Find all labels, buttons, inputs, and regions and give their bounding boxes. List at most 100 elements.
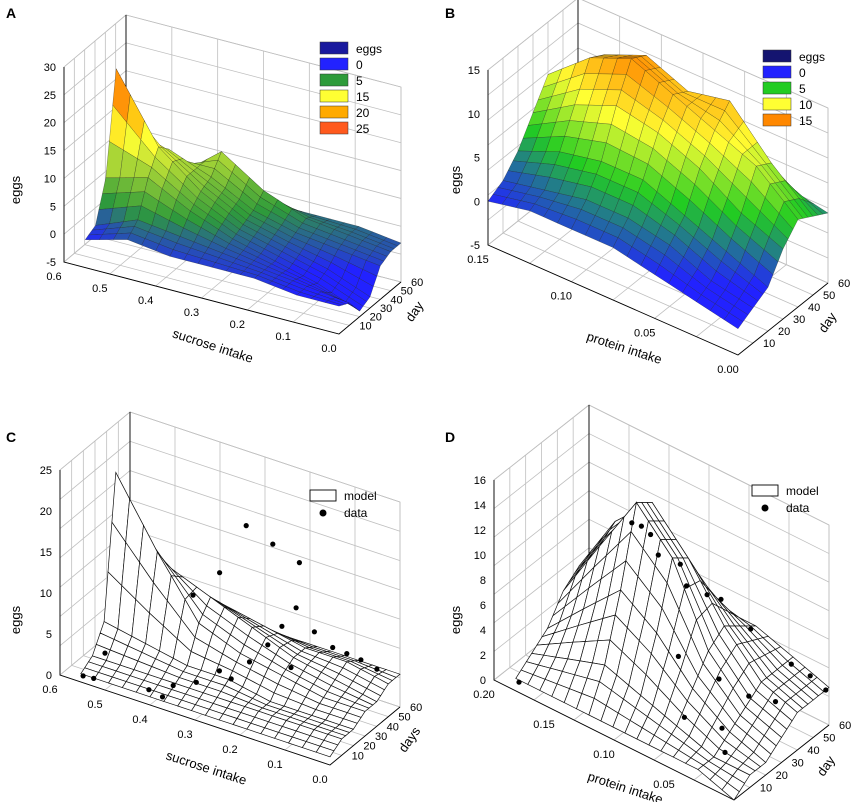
y-tick-label: 60 bbox=[411, 277, 423, 289]
data-point bbox=[748, 626, 754, 632]
x-tick-label: 0.15 bbox=[467, 254, 488, 266]
data-point bbox=[80, 673, 86, 679]
legend-swatch-model bbox=[751, 484, 779, 497]
legend-swatch bbox=[319, 73, 349, 87]
data-point bbox=[279, 623, 285, 629]
data-point bbox=[788, 661, 794, 667]
data-point bbox=[648, 531, 654, 538]
data-point bbox=[293, 605, 299, 611]
data-points bbox=[516, 520, 829, 756]
z-tick-label: 25 bbox=[40, 465, 52, 477]
x-tick-label: 0.1 bbox=[267, 759, 282, 771]
axis-frame bbox=[59, 470, 401, 766]
data-point bbox=[265, 642, 271, 648]
z-tick-label: 20 bbox=[44, 118, 56, 130]
x-tick-label: 0.15 bbox=[533, 719, 554, 731]
data-point bbox=[193, 679, 199, 685]
surface bbox=[80, 471, 401, 758]
z-tick-label: 6 bbox=[480, 600, 486, 612]
z-tick-label: 10 bbox=[40, 588, 52, 600]
data-point bbox=[516, 679, 522, 685]
y-tick-label: 30 bbox=[375, 731, 387, 743]
x-tick-label: 0.0 bbox=[312, 774, 327, 786]
z-tick-label: 15 bbox=[40, 547, 52, 559]
data-point bbox=[146, 687, 152, 693]
legend-label: 20 bbox=[356, 106, 370, 120]
z-tick-label: 10 bbox=[468, 109, 480, 121]
x-tick-label: 0.3 bbox=[177, 729, 192, 741]
data-points bbox=[80, 523, 380, 700]
legend: model data bbox=[751, 484, 819, 515]
z-tick-label: -5 bbox=[46, 257, 56, 269]
y-tick-label: 10 bbox=[763, 338, 775, 350]
z-tick-label: 5 bbox=[50, 201, 56, 213]
z-axis-label: eggs bbox=[448, 165, 463, 194]
legend-swatch bbox=[319, 89, 349, 103]
z-tick-label: 0 bbox=[474, 196, 480, 208]
legend-swatch-model bbox=[309, 489, 337, 502]
x-tick-label: 0.4 bbox=[132, 714, 147, 726]
data-point bbox=[270, 541, 276, 547]
data-point bbox=[675, 653, 682, 660]
legend-label: model bbox=[786, 484, 819, 498]
x-tick-label: 0.2 bbox=[222, 744, 237, 756]
y-tick-label: 50 bbox=[398, 712, 410, 724]
data-point bbox=[823, 687, 829, 693]
x-tick-label: 0.5 bbox=[92, 283, 107, 295]
legend-swatch bbox=[762, 97, 792, 111]
legend-label: 0 bbox=[799, 66, 806, 80]
legend-swatch bbox=[319, 57, 349, 71]
data-point bbox=[716, 676, 722, 682]
data-point bbox=[638, 523, 645, 529]
data-point bbox=[358, 657, 364, 663]
axis-frame bbox=[487, 70, 829, 356]
legend-swatch bbox=[762, 113, 792, 127]
legend-swatch bbox=[319, 105, 349, 119]
x-tick-label: 0.10 bbox=[551, 291, 572, 303]
panel-letter: C bbox=[6, 429, 16, 445]
legend: eggs 0 5 10 15 bbox=[762, 49, 825, 128]
z-tick-label: 0 bbox=[480, 675, 486, 687]
z-tick-label: 25 bbox=[44, 90, 56, 102]
data-point bbox=[719, 725, 725, 731]
data-point bbox=[629, 520, 635, 526]
panel-letter: D bbox=[445, 429, 455, 445]
z-tick-label: 5 bbox=[46, 629, 52, 641]
legend: eggs 0 5 15 20 25 bbox=[319, 41, 382, 136]
legend-label: data bbox=[786, 501, 810, 515]
z-tick-label: 8 bbox=[480, 575, 486, 587]
x-tick-label: 0.00 bbox=[717, 364, 738, 376]
data-point bbox=[217, 570, 223, 576]
y-tick-label: 10 bbox=[352, 750, 364, 762]
data-point bbox=[228, 676, 234, 682]
data-point bbox=[102, 650, 108, 656]
legend-swatch bbox=[762, 49, 792, 63]
legend-label: eggs bbox=[799, 50, 825, 64]
data-point bbox=[677, 561, 683, 567]
z-tick-label: 16 bbox=[474, 475, 486, 487]
legend-label: 0 bbox=[356, 58, 363, 72]
x-tick-label: 0.10 bbox=[593, 749, 614, 761]
z-tick-label: 15 bbox=[44, 146, 56, 158]
x-tick-label: 0.6 bbox=[42, 684, 57, 696]
data-point bbox=[288, 664, 294, 671]
data-point bbox=[374, 666, 380, 672]
legend-label: eggs bbox=[356, 42, 382, 56]
y-tick-label: 30 bbox=[380, 303, 392, 315]
y-tick-label: 20 bbox=[778, 326, 790, 338]
z-tick-label: 15 bbox=[468, 65, 480, 77]
legend-label: 10 bbox=[799, 98, 813, 112]
surface bbox=[487, 54, 829, 330]
x-tick-label: 0.05 bbox=[653, 779, 674, 791]
z-tick-label: 4 bbox=[480, 625, 486, 637]
panel-letter: A bbox=[6, 5, 16, 21]
y-tick-label: 30 bbox=[792, 758, 804, 770]
z-tick-label: -5 bbox=[470, 240, 480, 252]
y-tick-label: 10 bbox=[359, 320, 371, 332]
data-point bbox=[344, 651, 350, 657]
legend-label: data bbox=[344, 506, 368, 520]
z-tick-label: 2 bbox=[480, 650, 486, 662]
legend-swatch bbox=[319, 41, 349, 55]
z-tick-label: 20 bbox=[40, 506, 52, 518]
